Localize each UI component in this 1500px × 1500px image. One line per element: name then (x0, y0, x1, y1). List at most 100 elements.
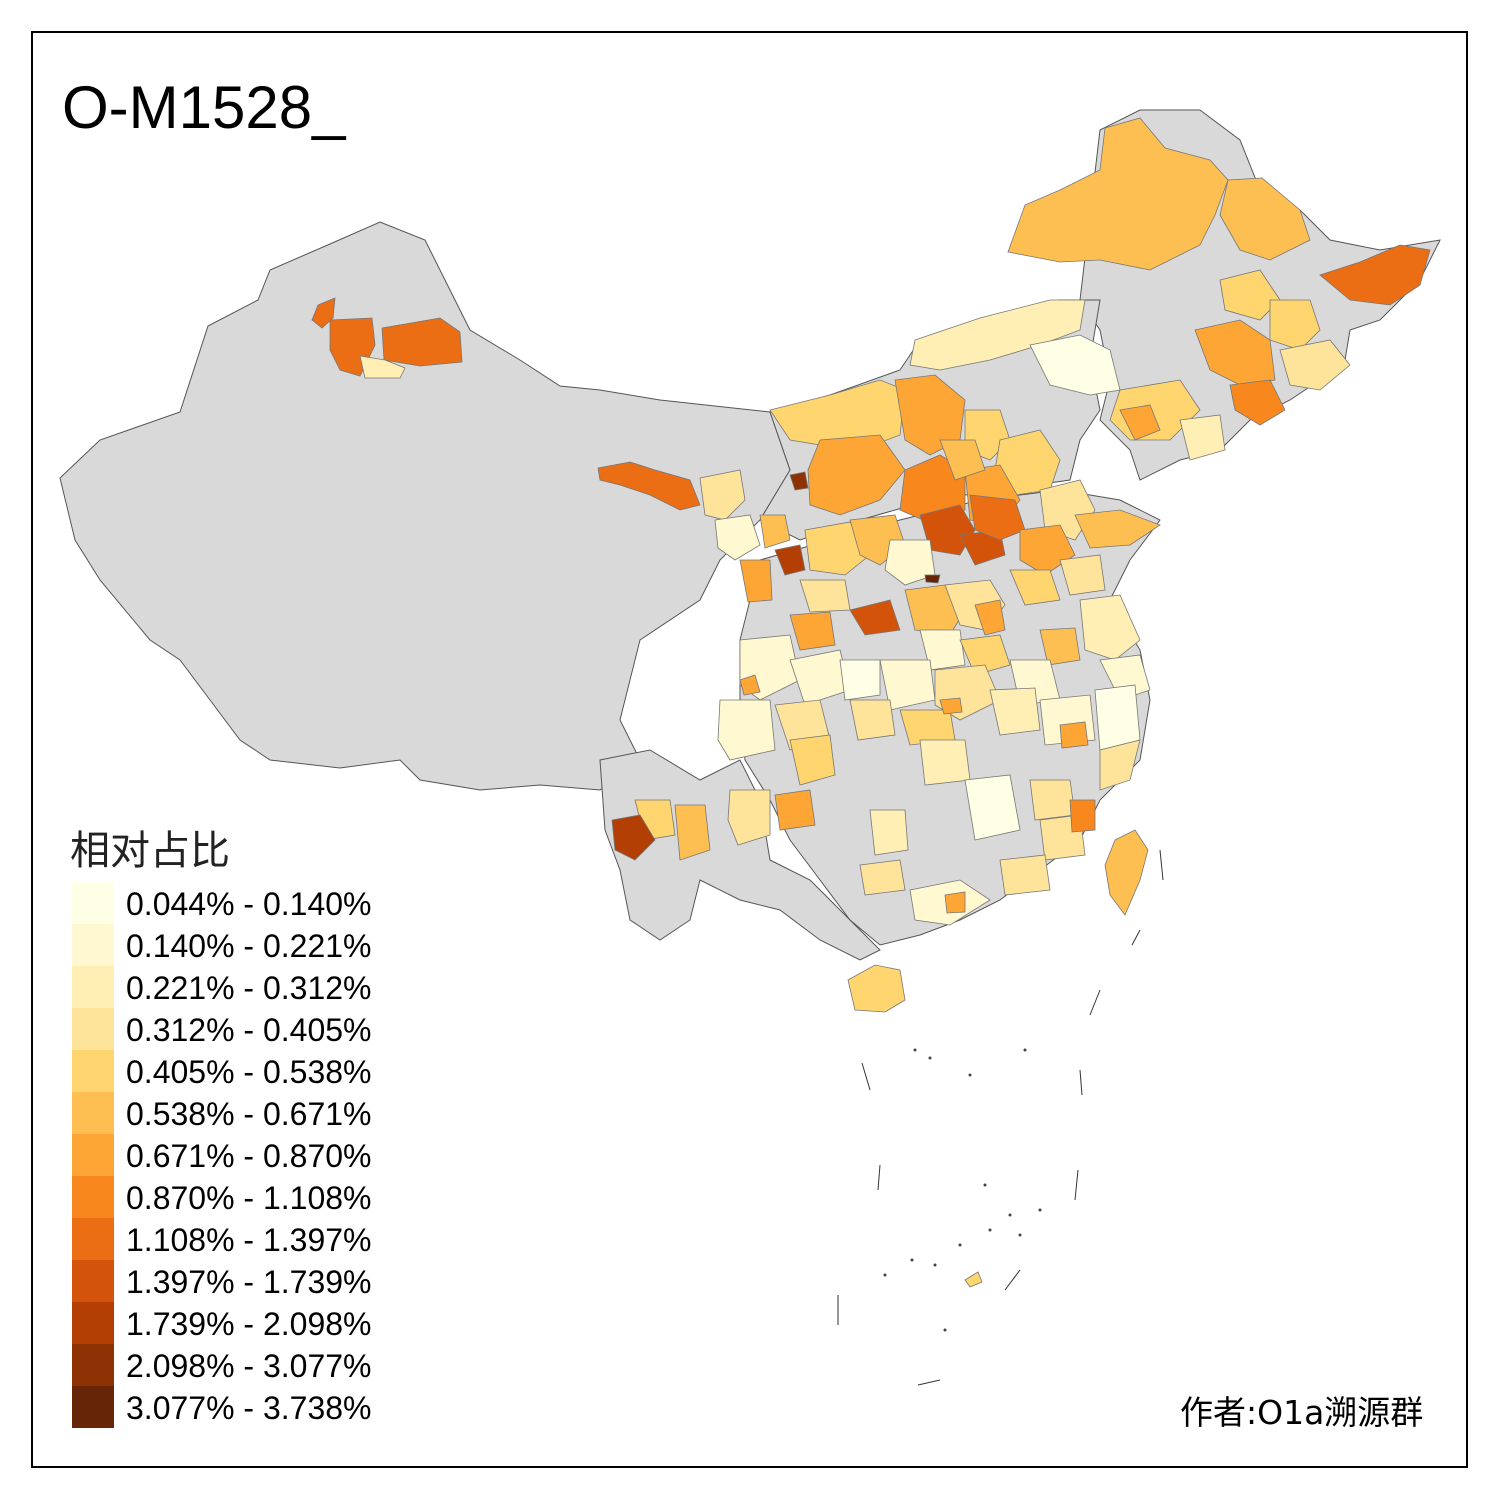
island-dot (1023, 1048, 1027, 1052)
island-dot (883, 1273, 887, 1277)
legend-swatch (72, 966, 114, 1008)
region-gs-a (597, 461, 701, 511)
legend-label: 0.140% - 0.221% (126, 928, 372, 964)
island-dot (958, 1243, 962, 1247)
region-gs-b (699, 469, 746, 521)
island-line-9 (861, 1062, 871, 1091)
legend-swatch (72, 1260, 114, 1302)
island-line-5 (1074, 1169, 1079, 1201)
region-jl-b (1229, 379, 1286, 426)
region-hlj-b (1319, 244, 1431, 306)
region-gz-a (789, 734, 836, 786)
region-nm-a (909, 299, 1086, 371)
legend-swatch (72, 1092, 114, 1134)
region-hlj-a (1219, 177, 1311, 261)
legend-label: 0.221% - 0.312% (126, 970, 372, 1006)
island-dot (983, 1183, 987, 1187)
legend-label: 3.077% - 3.738% (126, 1390, 372, 1426)
legend-swatch (72, 1302, 114, 1344)
region-xj-d (359, 355, 406, 379)
region-sn-e (789, 611, 836, 651)
legend-swatch (72, 882, 114, 924)
region-zj-b (1099, 739, 1141, 791)
legend-swatch (72, 1008, 114, 1050)
region-hun-b (1029, 779, 1076, 821)
region-hn-d (919, 629, 966, 671)
island-dot (988, 1228, 992, 1232)
island-line-7 (917, 1379, 941, 1386)
legend-label: 1.397% - 1.739% (126, 1264, 372, 1300)
island-dots (883, 1048, 1042, 1332)
legend-label: 0.405% - 0.538% (126, 1054, 372, 1090)
region-gz-d (727, 789, 771, 846)
legend-label: 2.098% - 3.077% (126, 1348, 372, 1384)
region-sx-f (939, 439, 986, 481)
region-hun-a (964, 774, 1021, 841)
region-sn-d (849, 599, 901, 636)
region-gd-c (944, 891, 966, 914)
island-dot (968, 1073, 972, 1077)
region-jl-c (1279, 339, 1351, 391)
region-sn-c (884, 539, 936, 586)
region-nm-c (769, 379, 906, 451)
legend-swatch (72, 1134, 114, 1176)
region-fj-b (1069, 799, 1096, 833)
region-hub-d (939, 697, 963, 715)
legend-label: 1.108% - 1.397% (126, 1222, 372, 1258)
legend-label: 0.671% - 0.870% (126, 1138, 372, 1174)
region-yn-b (674, 804, 711, 861)
region-jl-a (1194, 319, 1276, 386)
region-gd-b (999, 854, 1051, 896)
island-line-2 (1131, 929, 1141, 946)
region-gs-e (774, 544, 806, 576)
author-credit: 作者:O1a溯源群 (1180, 1393, 1424, 1432)
region-gz-b (774, 789, 816, 831)
region-gx-a (869, 809, 909, 856)
legend-label: 0.870% - 1.108% (126, 1180, 372, 1216)
region-nm-hulun (1007, 117, 1229, 271)
region-gs-d (759, 514, 791, 549)
region-taiwan (1104, 829, 1149, 916)
region-sc-f (739, 674, 761, 696)
region-sn-dark (924, 574, 941, 584)
region-gz-c (919, 739, 971, 786)
island-dot (1018, 1233, 1022, 1237)
region-xj-a (311, 297, 336, 329)
region-small-island (964, 1271, 983, 1288)
region-nm-d (807, 434, 906, 516)
south-sea-islands (837, 849, 1164, 1386)
legend-swatch (72, 1218, 114, 1260)
island-dot (1008, 1213, 1012, 1217)
region-hlj-d (1269, 299, 1321, 351)
region-hn-c (974, 599, 1006, 636)
island-line-4 (1079, 1069, 1083, 1096)
map-title: O-M1528_ (62, 74, 346, 141)
island-line-3 (1089, 989, 1101, 1016)
island-line-1 (1159, 849, 1164, 881)
island-dot (933, 1263, 937, 1267)
region-sd-d (1059, 554, 1106, 596)
legend-label: 0.312% - 0.405% (126, 1012, 372, 1048)
island-dot (913, 1048, 917, 1052)
region-js-b (1099, 654, 1151, 701)
region-js-a (1079, 594, 1141, 661)
map-frame (31, 31, 1468, 1468)
island-line-6 (1004, 1269, 1021, 1291)
island-dot (1038, 1208, 1042, 1212)
region-jx-b (1059, 721, 1089, 749)
region-ln-c (1179, 414, 1226, 461)
legend-swatch (72, 1050, 114, 1092)
region-gs-f (739, 559, 773, 603)
region-hn-e (959, 634, 1011, 676)
region-sc-d (717, 699, 776, 761)
region-sd-b (1074, 509, 1161, 549)
island-line-10 (877, 1164, 881, 1191)
legend-label: 0.044% - 0.140% (126, 886, 372, 922)
data-regions (311, 117, 1431, 1013)
region-hub-e (989, 687, 1041, 736)
island-dot (943, 1328, 947, 1332)
region-ln-b (1119, 404, 1161, 441)
legend-label: 0.538% - 0.671% (126, 1096, 372, 1132)
region-zj-a (1094, 684, 1141, 751)
